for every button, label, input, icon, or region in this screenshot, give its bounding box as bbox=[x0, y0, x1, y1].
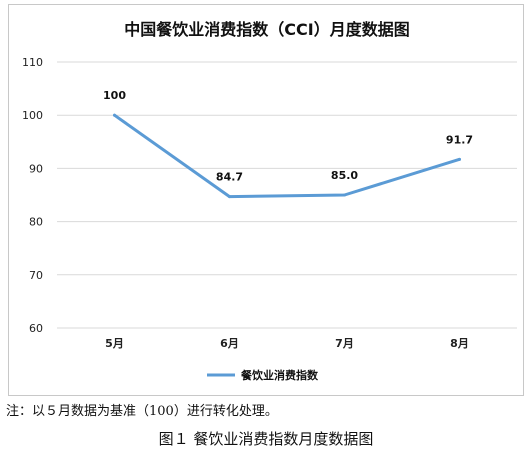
y-tick-label: 80 bbox=[29, 216, 43, 229]
chart-note: 注：以５月数据为基准（100）进行转化处理。 bbox=[6, 404, 278, 419]
y-tick-label: 100 bbox=[22, 109, 43, 122]
y-tick-label: 90 bbox=[29, 162, 43, 175]
data-point bbox=[113, 113, 116, 117]
y-tick-label: 70 bbox=[29, 269, 43, 282]
data-label: 91.7 bbox=[446, 133, 473, 146]
y-tick-label: 110 bbox=[22, 56, 43, 69]
series-line bbox=[113, 113, 461, 199]
legend-label: 餐饮业消费指数 bbox=[240, 368, 319, 382]
data-point bbox=[343, 193, 346, 197]
x-tick-label: 7月 bbox=[335, 337, 354, 350]
x-tick-label: 6月 bbox=[220, 337, 239, 350]
figure-caption: 图１ 餐饮业消费指数月度数据图 bbox=[158, 430, 374, 448]
chart-frame: 中国餐饮业消费指数（CCI）月度数据图 60 70 80 90 100 110 5月 6月 7月 8… bbox=[8, 4, 524, 396]
data-label: 84.7 bbox=[216, 171, 243, 184]
y-tick-label: 60 bbox=[29, 322, 43, 335]
data-point bbox=[228, 195, 231, 199]
x-tick-label: 5月 bbox=[105, 337, 124, 350]
chart-title: 中国餐饮业消费指数（CCI）月度数据图 bbox=[124, 20, 409, 39]
x-tick-label: 8月 bbox=[450, 337, 469, 350]
data-label: 100 bbox=[103, 89, 126, 102]
chart: 中国餐饮业消费指数（CCI）月度数据图 60 70 80 90 100 110 5月 6月 7月 8… bbox=[22, 20, 517, 382]
data-label: 85.0 bbox=[331, 169, 358, 182]
data-point bbox=[458, 157, 461, 161]
